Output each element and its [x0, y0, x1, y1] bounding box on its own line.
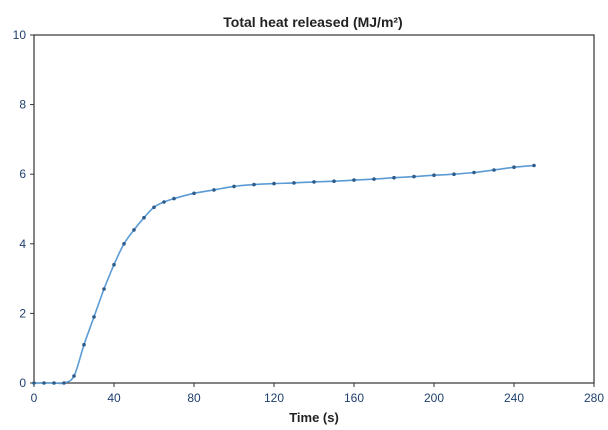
x-tick-label: 120: [264, 391, 284, 405]
y-tick-label: 2: [19, 306, 26, 320]
data-point: [82, 342, 86, 347]
data-point: [472, 170, 476, 175]
data-point: [112, 262, 116, 267]
series-markers: [32, 163, 536, 385]
data-point: [142, 215, 146, 220]
data-point: [92, 315, 96, 319]
x-tick-label: 160: [344, 391, 364, 405]
x-tick-label: 240: [504, 391, 524, 405]
y-tick-label: 10: [13, 28, 27, 42]
data-point: [102, 287, 106, 291]
y-tick-label: 8: [19, 98, 26, 112]
y-tick-label: 4: [19, 237, 26, 251]
data-point: [42, 381, 46, 385]
data-point: [332, 179, 336, 183]
data-point: [232, 184, 236, 189]
x-tick-label: 200: [424, 391, 444, 405]
axis-ticks: [30, 34, 595, 387]
data-point: [492, 168, 496, 172]
x-tick-label: 80: [187, 391, 201, 405]
data-point: [272, 181, 276, 186]
y-tick-label: 0: [19, 376, 26, 390]
data-point: [212, 188, 216, 192]
data-point: [252, 182, 256, 187]
plot-area: [33, 34, 595, 384]
x-tick-label: 280: [584, 391, 604, 405]
data-point: [152, 205, 156, 210]
data-point: [432, 173, 436, 177]
data-point: [352, 178, 356, 182]
data-point: [32, 381, 36, 385]
x-axis-labels: 0 40 80 120 160 200 240 280: [31, 391, 605, 405]
x-tick-label: 0: [31, 391, 38, 405]
data-point: [452, 172, 456, 176]
x-axis-label: Time (s): [289, 410, 339, 425]
data-point: [372, 177, 376, 181]
y-tick-label: 6: [19, 167, 26, 181]
data-point: [392, 175, 396, 180]
chart-title: Total heat released (MJ/m²): [223, 14, 402, 30]
data-point: [512, 165, 516, 169]
data-point: [72, 374, 76, 378]
data-point: [192, 191, 196, 196]
data-point: [292, 181, 296, 185]
data-point: [132, 228, 136, 232]
y-axis-labels: 0 2 4 6 8 10: [13, 28, 27, 390]
data-point: [532, 163, 536, 168]
data-point: [62, 381, 66, 385]
data-point: [52, 381, 56, 385]
data-point: [412, 174, 416, 179]
data-point: [162, 200, 166, 204]
x-tick-label: 40: [107, 391, 121, 405]
data-point: [122, 242, 126, 246]
data-point: [312, 180, 316, 184]
data-point: [172, 196, 176, 201]
